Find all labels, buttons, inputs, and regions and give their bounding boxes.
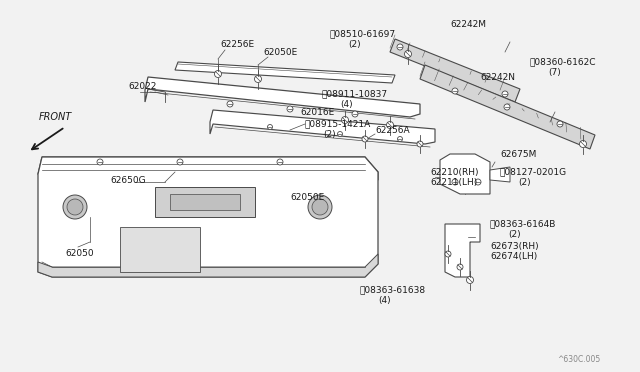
- Circle shape: [214, 71, 221, 77]
- Text: Ⓢ08363-6164B: Ⓢ08363-6164B: [490, 219, 556, 228]
- Circle shape: [502, 91, 508, 97]
- Circle shape: [557, 121, 563, 127]
- Polygon shape: [120, 227, 200, 272]
- Text: 62242M: 62242M: [450, 19, 486, 29]
- Circle shape: [255, 76, 262, 83]
- Circle shape: [67, 199, 83, 215]
- Circle shape: [312, 199, 328, 215]
- Text: (7): (7): [548, 67, 561, 77]
- Text: 62673(RH): 62673(RH): [490, 243, 539, 251]
- Circle shape: [504, 104, 510, 110]
- Text: 62650G: 62650G: [110, 176, 146, 185]
- Circle shape: [342, 116, 349, 124]
- Text: (2): (2): [348, 39, 360, 48]
- Text: 62050E: 62050E: [263, 48, 297, 57]
- Text: 62211(LH): 62211(LH): [430, 177, 477, 186]
- Circle shape: [452, 179, 458, 185]
- Circle shape: [397, 137, 403, 141]
- Circle shape: [177, 159, 183, 165]
- Text: 62675M: 62675M: [500, 150, 536, 158]
- Text: Ⓢ08360-6162C: Ⓢ08360-6162C: [530, 58, 596, 67]
- Text: Ⓢ08510-61697: Ⓢ08510-61697: [330, 29, 396, 38]
- Circle shape: [445, 251, 451, 257]
- Circle shape: [387, 122, 394, 128]
- Text: Ⓝ08911-10837: Ⓝ08911-10837: [322, 90, 388, 99]
- Text: (2): (2): [518, 177, 531, 186]
- Circle shape: [467, 276, 474, 283]
- Circle shape: [227, 101, 233, 107]
- Text: Ⓢ08363-61638: Ⓢ08363-61638: [360, 285, 426, 295]
- Circle shape: [475, 179, 481, 185]
- Polygon shape: [420, 65, 595, 149]
- Text: 62050E: 62050E: [290, 192, 324, 202]
- Text: 62674(LH): 62674(LH): [490, 253, 537, 262]
- Circle shape: [308, 195, 332, 219]
- Circle shape: [287, 106, 293, 112]
- Polygon shape: [38, 254, 378, 277]
- Circle shape: [337, 131, 342, 137]
- Text: (4): (4): [340, 99, 353, 109]
- Polygon shape: [170, 194, 240, 210]
- Circle shape: [268, 125, 273, 129]
- Text: 62022: 62022: [128, 81, 156, 90]
- Circle shape: [63, 195, 87, 219]
- Polygon shape: [155, 187, 255, 217]
- Text: (4): (4): [378, 295, 390, 305]
- Text: 62016E: 62016E: [300, 108, 334, 116]
- Circle shape: [97, 159, 103, 165]
- Polygon shape: [175, 62, 395, 83]
- Text: 62210(RH): 62210(RH): [430, 167, 479, 176]
- Polygon shape: [38, 157, 378, 277]
- Circle shape: [417, 141, 423, 147]
- Circle shape: [457, 264, 463, 270]
- Circle shape: [277, 159, 283, 165]
- Circle shape: [397, 44, 403, 50]
- Text: ^630C.005: ^630C.005: [557, 356, 600, 365]
- Polygon shape: [145, 77, 420, 117]
- Circle shape: [579, 141, 586, 148]
- Circle shape: [404, 51, 412, 58]
- Polygon shape: [440, 154, 490, 194]
- Circle shape: [452, 88, 458, 94]
- Polygon shape: [38, 157, 378, 180]
- Text: Ⓦ08915-1421A: Ⓦ08915-1421A: [305, 119, 371, 128]
- Polygon shape: [490, 167, 510, 182]
- Text: 62050: 62050: [65, 250, 93, 259]
- Text: (2): (2): [323, 129, 335, 138]
- Text: 62256A: 62256A: [375, 125, 410, 135]
- Polygon shape: [390, 39, 520, 102]
- Polygon shape: [445, 224, 480, 277]
- Text: 62242N: 62242N: [480, 73, 515, 81]
- Circle shape: [352, 111, 358, 117]
- Text: 62256E: 62256E: [220, 39, 254, 48]
- Polygon shape: [210, 110, 435, 144]
- Circle shape: [362, 136, 368, 142]
- Text: (2): (2): [508, 230, 520, 238]
- Text: FRONT: FRONT: [38, 112, 72, 122]
- Text: Ⓑ08127-0201G: Ⓑ08127-0201G: [500, 167, 567, 176]
